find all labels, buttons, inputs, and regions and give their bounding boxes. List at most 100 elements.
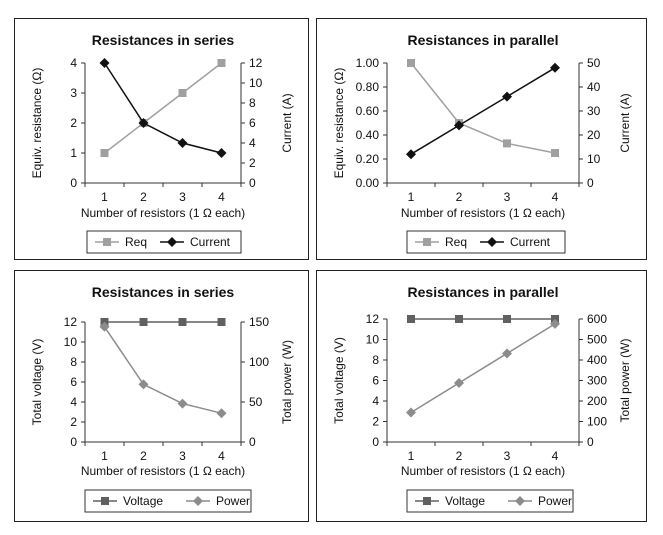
x-tick-label: 1 (408, 449, 415, 463)
x-tick-label: 4 (552, 449, 559, 463)
y-right-tick-label: 4 (249, 136, 256, 150)
series-line-req (104, 62, 222, 154)
y-left-tick-label: 4 (372, 394, 379, 408)
y-left-tick-label: 10 (366, 333, 380, 347)
y-right-tick-label: 0 (587, 176, 594, 190)
chart-panel-parallel-power: Resistances in parallel 0 2 4 6 8 10 12 0 100 200 3… (316, 270, 647, 522)
y-left-tick-label: 1 (70, 146, 77, 160)
data-point-voltage (455, 315, 463, 323)
y-right-tick-label: 100 (249, 355, 269, 369)
data-point-req (503, 139, 511, 148)
legend-label-voltage: Voltage (123, 494, 163, 508)
chart-title: Resistances in series (92, 32, 235, 48)
y-right-tick-label: 12 (249, 56, 263, 70)
x-tick-label: 1 (101, 449, 108, 463)
data-point-req (100, 149, 109, 157)
legend-marker-req (103, 238, 111, 246)
data-point-power (406, 407, 416, 418)
series-line-current (103, 62, 222, 154)
y-left-tick-label: 0.80 (356, 80, 380, 94)
data-point-voltage (139, 318, 148, 326)
legend-marker-req (423, 238, 431, 246)
x-tick-label: 2 (140, 449, 147, 463)
y-left-tick-label: 0 (70, 176, 77, 190)
legend-marker-current (167, 237, 177, 247)
chart-parallel-resistance-current: Resistances in parallel 0.00 0.20 0.40 0.60 0… (332, 32, 632, 254)
x-tick-label: 2 (456, 190, 463, 204)
y-left-axis-title: Total voltage (V) (332, 337, 346, 424)
chart-title: Resistances in series (92, 284, 235, 300)
legend-marker-voltage (423, 497, 431, 505)
data-point-current (138, 118, 149, 128)
data-point-current (406, 149, 416, 160)
legend-label-req: Req (125, 235, 147, 249)
y-left-tick-label: 8 (70, 355, 77, 369)
y-left-tick-label: 8 (372, 353, 379, 367)
y-left-axis-title: Equiv. resistance (Ω) (332, 68, 346, 179)
y-right-tick-label: 200 (587, 394, 607, 408)
x-tick-label: 4 (552, 190, 559, 204)
y-right-tick-label: 10 (249, 76, 263, 90)
legend-marker-voltage (101, 497, 109, 505)
data-point-voltage (217, 318, 226, 326)
y-left-tick-label: 2 (372, 415, 379, 429)
y-left-tick-label: 0.20 (356, 152, 380, 166)
x-tick-label: 3 (179, 190, 186, 204)
series-line-power (103, 326, 222, 414)
legend-label-power: Power (538, 494, 572, 508)
y-right-tick-label: 20 (587, 128, 601, 142)
y-right-axis-title: Current (A) (618, 93, 632, 152)
x-tick-label: 4 (218, 190, 225, 204)
chart-panel-series-resistance: Resistances in series 0 1 2 3 4 0 2 4 6 8 10 12 1 2 3 4 E… (14, 18, 309, 260)
chart-title: Resistances in parallel (408, 32, 559, 48)
x-tick-label: 1 (101, 190, 108, 204)
legend-box (84, 489, 252, 513)
x-tick-label: 2 (140, 190, 147, 204)
y-left-axis-title: Total voltage (V) (30, 339, 44, 426)
x-tick-label: 2 (456, 449, 463, 463)
y-right-tick-label: 0 (249, 435, 256, 449)
x-axis-title: Number of resistors (1 Ω each) (401, 206, 565, 220)
data-point-power (550, 318, 560, 329)
data-point-current (99, 58, 110, 68)
x-tick-label: 1 (408, 190, 415, 204)
y-right-tick-label: 0 (587, 435, 594, 449)
y-left-tick-label: 12 (366, 312, 380, 326)
y-right-tick-label: 8 (249, 96, 256, 110)
y-right-tick-label: 50 (249, 395, 263, 409)
series-line-power (410, 323, 556, 414)
data-point-power (502, 348, 512, 359)
y-left-tick-label: 0.40 (356, 128, 380, 142)
data-point-current (216, 148, 227, 158)
legend-label-current: Current (190, 235, 231, 249)
chart-panel-parallel-resistance: Resistances in parallel 0.00 0.20 0.40 0.60 0… (316, 18, 647, 260)
y-left-tick-label: 6 (372, 374, 379, 388)
data-point-power (454, 377, 464, 388)
data-point-voltage (178, 318, 187, 326)
data-point-current (502, 91, 512, 102)
data-point-power (138, 379, 149, 390)
legend-label-power: Power (216, 494, 250, 508)
y-right-tick-label: 10 (587, 152, 601, 166)
y-right-tick-label: 6 (249, 116, 256, 130)
legend-label-current: Current (510, 235, 551, 249)
y-right-tick-label: 150 (249, 315, 269, 329)
x-axis-title: Number of resistors (1 Ω each) (81, 464, 245, 478)
y-right-axis-title: Total power (W) (618, 338, 632, 422)
y-right-axis-title: Current (A) (280, 93, 294, 152)
data-point-power (177, 398, 188, 409)
y-right-tick-label: 2 (249, 156, 256, 170)
chart-series-voltage-power: Resistances in series0246810120501001501… (30, 284, 294, 513)
y-left-tick-label: 4 (70, 395, 77, 409)
y-right-tick-label: 30 (587, 104, 601, 118)
y-left-tick-label: 2 (70, 415, 77, 429)
y-left-tick-label: 3 (70, 86, 77, 100)
y-right-tick-label: 600 (587, 312, 607, 326)
data-point-req (407, 59, 415, 67)
data-point-voltage (503, 315, 511, 323)
y-left-tick-label: 0.00 (356, 176, 380, 190)
x-tick-label: 3 (504, 449, 511, 463)
y-left-tick-label: 0 (372, 435, 379, 449)
y-right-axis-title: Total power (W) (280, 340, 294, 424)
y-right-tick-label: 50 (587, 56, 601, 70)
